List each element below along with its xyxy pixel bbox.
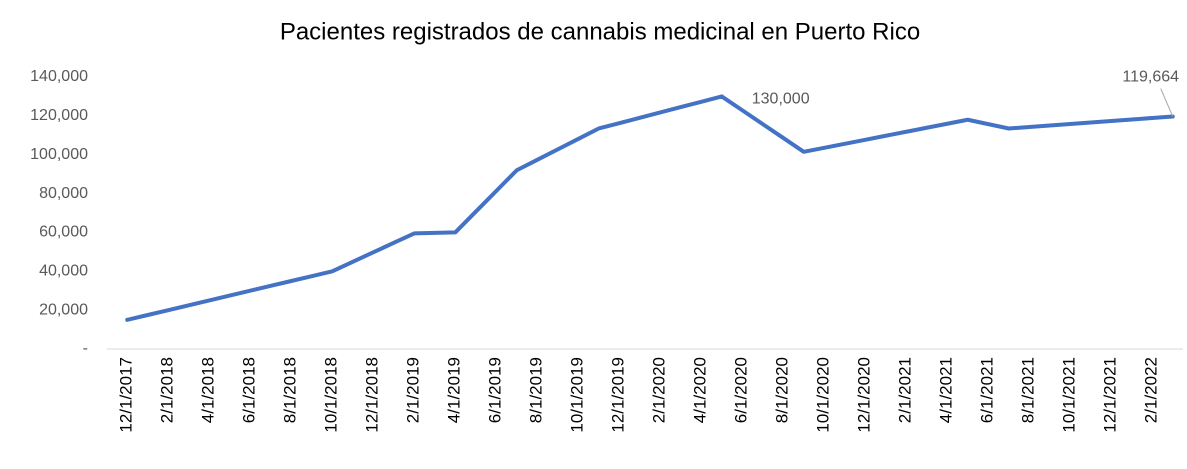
x-tick-label: 6/1/2019 xyxy=(486,357,505,423)
x-tick-label: 12/1/2019 xyxy=(609,357,628,433)
y-tick-label: 20,000 xyxy=(39,301,88,318)
x-tick-label: 12/1/2020 xyxy=(855,357,874,433)
x-tick-label: 10/1/2019 xyxy=(568,357,587,433)
x-tick-label: 10/1/2020 xyxy=(814,357,833,433)
y-tick-label: 100,000 xyxy=(30,146,88,163)
y-tick-label: - xyxy=(83,340,88,357)
data-label: 119,664 xyxy=(1122,69,1179,86)
x-tick-label: 4/1/2019 xyxy=(445,357,464,423)
y-tick-label: 80,000 xyxy=(39,185,88,202)
x-tick-label: 2/1/2020 xyxy=(650,357,669,423)
x-tick-label: 10/1/2018 xyxy=(322,357,341,433)
x-tick-label: 12/1/2021 xyxy=(1101,357,1120,433)
y-tick-label: 60,000 xyxy=(39,224,88,241)
x-tick-label: 2/1/2019 xyxy=(404,357,423,423)
x-tick-label: 2/1/2022 xyxy=(1142,357,1161,423)
data-line xyxy=(125,94,1175,322)
x-tick-label: 10/1/2021 xyxy=(1060,357,1079,433)
data-label: 130,000 xyxy=(752,91,810,108)
x-tick-label: 8/1/2021 xyxy=(1019,357,1038,423)
y-tick-label: 40,000 xyxy=(39,263,88,280)
x-tick-label: 8/1/2020 xyxy=(773,357,792,423)
x-tick-label: 12/1/2018 xyxy=(363,357,382,433)
x-tick-label: 6/1/2018 xyxy=(240,357,259,423)
x-tick-label: 6/1/2020 xyxy=(732,357,751,423)
y-tick-label: 120,000 xyxy=(30,107,88,124)
x-tick-label: 6/1/2021 xyxy=(978,357,997,423)
x-tick-label: 8/1/2018 xyxy=(281,357,300,423)
x-tick-label: 2/1/2021 xyxy=(896,357,915,423)
chart-title: Pacientes registrados de cannabis medici… xyxy=(280,18,920,45)
x-tick-label: 2/1/2018 xyxy=(158,357,177,423)
x-tick-label: 8/1/2019 xyxy=(527,357,546,423)
x-tick-label: 4/1/2020 xyxy=(691,357,710,423)
leader-line xyxy=(1160,88,1174,117)
y-tick-label: 140,000 xyxy=(30,68,88,85)
x-tick-label: 4/1/2021 xyxy=(937,357,956,423)
x-tick-label: 4/1/2018 xyxy=(199,357,218,423)
x-tick-label: 12/1/2017 xyxy=(117,357,136,433)
